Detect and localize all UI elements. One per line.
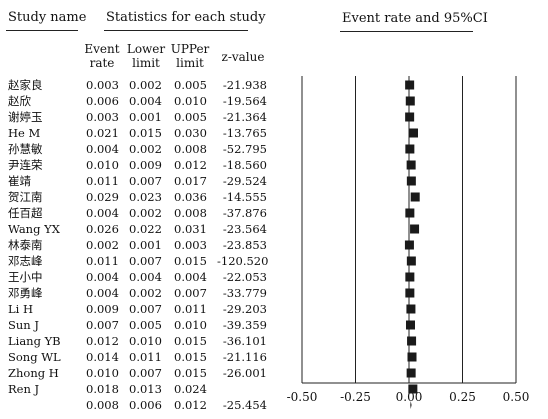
study-marker-18	[407, 369, 416, 378]
study-marker-14	[406, 305, 415, 314]
study-marker-0	[405, 81, 414, 90]
study-marker-11	[407, 257, 416, 266]
study-marker-19	[408, 385, 417, 394]
study-marker-1	[406, 97, 415, 106]
study-marker-15	[406, 321, 415, 330]
study-marker-12	[405, 273, 414, 282]
study-marker-13	[405, 289, 414, 298]
study-marker-4	[405, 145, 414, 154]
study-marker-8	[405, 209, 414, 218]
study-marker-9	[410, 225, 419, 234]
study-marker-6	[407, 177, 416, 186]
x-tick-label-3: 0.25	[449, 390, 476, 404]
x-tick-label-0: -0.50	[287, 390, 318, 404]
x-tick-label-4: 0.50	[503, 390, 530, 404]
study-marker-17	[407, 353, 416, 362]
study-marker-3	[409, 129, 418, 138]
study-marker-16	[407, 337, 416, 346]
study-marker-7	[411, 193, 420, 202]
x-tick-label-1: -0.25	[340, 390, 371, 404]
study-marker-10	[405, 241, 414, 250]
study-marker-5	[407, 161, 416, 170]
study-marker-2	[405, 113, 414, 122]
